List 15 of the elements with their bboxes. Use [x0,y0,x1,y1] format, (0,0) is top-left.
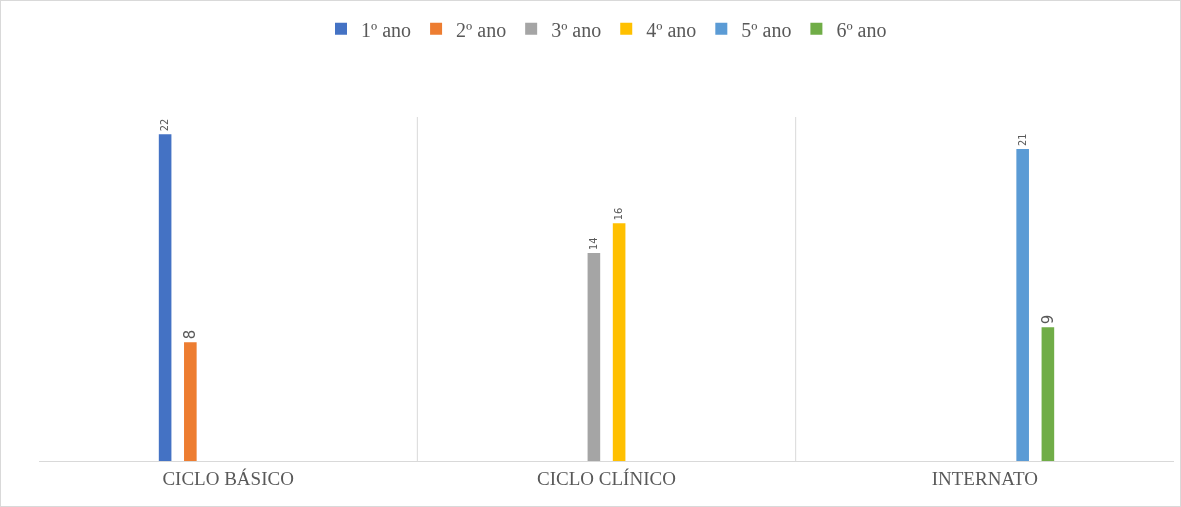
data-label: 16 [613,207,625,221]
x-tick-label: CICLO CLÍNICO [537,467,676,489]
x-tick-label: CICLO BÁSICO [162,467,294,489]
x-tick-label: INTERNATO [931,467,1038,489]
legend-label: 5º ano [741,18,792,41]
legend-label: 6º ano [836,18,887,41]
data-label: 8 [181,329,200,340]
data-label: 9 [1038,314,1057,325]
data-label: 22 [159,118,171,132]
data-label: 21 [1016,133,1028,147]
legend-label: 4º ano [646,18,697,41]
legend-label: 1º ano [361,18,412,41]
legend-label: 2º ano [456,18,507,41]
data-label: 14 [588,237,600,251]
legend-label: 3º ano [551,18,602,41]
